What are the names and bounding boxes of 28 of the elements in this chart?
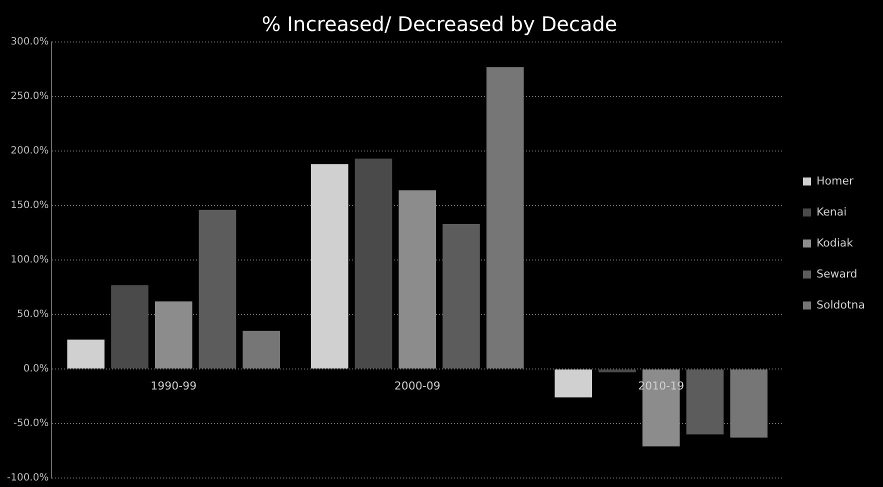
legend-label: Kenai bbox=[816, 205, 847, 218]
y-tick-label: 0.0% bbox=[23, 364, 49, 375]
bar bbox=[154, 301, 192, 368]
y-tick-label: 250.0% bbox=[10, 91, 49, 102]
bar bbox=[554, 370, 592, 398]
y-tick-label: -50.0% bbox=[13, 418, 49, 430]
bar bbox=[442, 224, 480, 368]
y-tick-label: -100.0% bbox=[6, 472, 49, 484]
legend-label: Seward bbox=[816, 267, 858, 280]
bar bbox=[398, 190, 436, 368]
legend-label: Soldotna bbox=[816, 298, 866, 312]
y-tick-label: 50.0% bbox=[16, 309, 49, 320]
y-tick-label: 200.0% bbox=[10, 146, 49, 157]
y-tick-label: 150.0% bbox=[10, 200, 49, 212]
bar bbox=[686, 370, 724, 434]
bar bbox=[198, 210, 236, 368]
y-tick-label: 300.0% bbox=[10, 36, 49, 48]
bar bbox=[67, 340, 105, 368]
legend-label: Homer bbox=[816, 174, 854, 188]
y-tick-label: 100.0% bbox=[10, 254, 49, 266]
bar bbox=[310, 164, 348, 368]
bar bbox=[111, 285, 148, 368]
bar bbox=[598, 370, 636, 372]
bar bbox=[354, 158, 392, 368]
legend-label: Kodiak bbox=[816, 236, 854, 250]
x-tick-label: 2000-09 bbox=[394, 379, 440, 392]
x-tick-label: 1990-99 bbox=[150, 379, 197, 392]
chart-title: % Increased/ Decreased by Decade bbox=[262, 12, 618, 36]
